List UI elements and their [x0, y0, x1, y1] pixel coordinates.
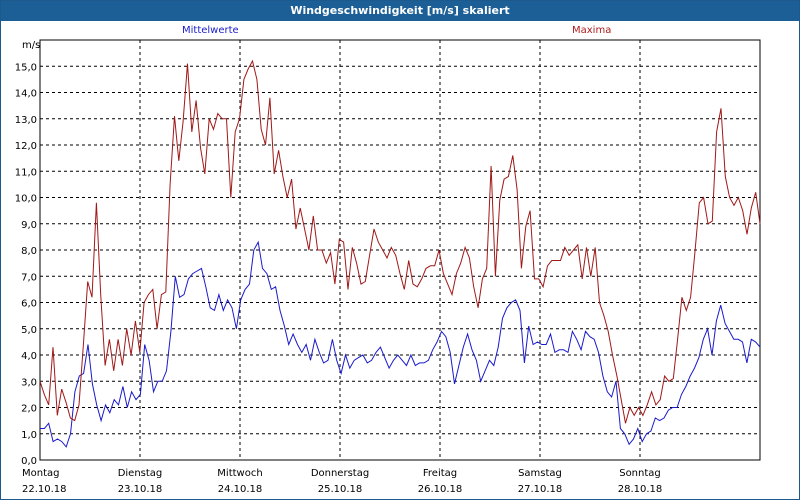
x-tick-date-label: 22.10.18 [22, 484, 67, 495]
x-tick-day-label: Donnerstag [311, 468, 369, 479]
x-tick-date-label: 24.10.18 [218, 484, 263, 495]
y-tick-label: 15,0 [15, 62, 37, 73]
y-tick-label: 8,0 [21, 246, 37, 257]
legend-maxima: Maxima [572, 25, 612, 36]
legend-mittelwerte: Mittelwerte [182, 25, 239, 36]
series-line-maxima [39, 59, 761, 424]
y-tick-label: 9,0 [21, 220, 37, 231]
window-title: Windgeschwindigkeit [m/s] skaliert [1, 1, 799, 21]
x-tick-day-label: Sonntag [619, 468, 661, 479]
x-tick-day-label: Dienstag [118, 468, 163, 479]
x-tick-day-label: Montag [22, 468, 59, 479]
x-tick-date-label: 25.10.18 [318, 484, 363, 495]
y-tick-label: 0,0 [21, 456, 37, 467]
x-tick-date-label: 26.10.18 [418, 484, 463, 495]
x-tick-day-label: Samstag [518, 468, 562, 479]
y-tick-label: 4,0 [21, 351, 37, 362]
y-tick-label: 11,0 [15, 167, 37, 178]
y-tick-label: 6,0 [21, 299, 37, 310]
y-tick-label: 14,0 [15, 89, 37, 100]
series-line-mittelwerte [40, 240, 761, 448]
x-tick-day-label: Mittwoch [217, 468, 262, 479]
y-tick-label: 7,0 [21, 272, 37, 283]
y-tick-label: 1,0 [21, 430, 37, 441]
y-axis-label: m/s [22, 40, 40, 51]
x-tick-date-label: 28.10.18 [618, 484, 663, 495]
y-tick-label: 5,0 [21, 325, 37, 336]
y-tick-label: 12,0 [15, 141, 37, 152]
x-tick-day-label: Freitag [423, 468, 457, 479]
x-tick-date-label: 27.10.18 [518, 484, 563, 495]
y-tick-label: 10,0 [15, 194, 37, 205]
y-tick-label: 13,0 [15, 115, 37, 126]
y-tick-label: 3,0 [21, 377, 37, 388]
x-tick-date-label: 23.10.18 [118, 484, 163, 495]
y-tick-label: 2,0 [21, 404, 37, 415]
